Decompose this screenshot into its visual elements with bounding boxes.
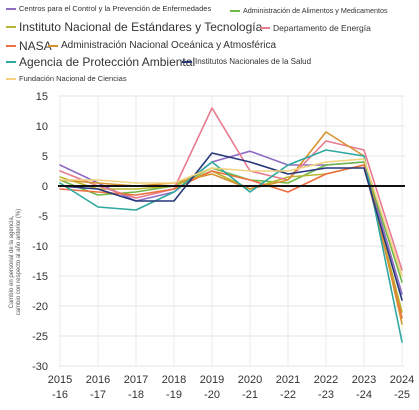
legend-label-nasa: NASA (19, 39, 52, 53)
y-tick-label-1: 10 (36, 121, 48, 133)
legend-item-nih: Institutos Nacionales de la Salud (182, 58, 311, 66)
y-tick-label-2: 5 (42, 151, 48, 163)
x-tick-label-9-suffix: -25 (394, 389, 410, 401)
legend-swatch-nist (6, 26, 16, 28)
gridlines (58, 95, 405, 367)
x-tick-label-5-suffix: -21 (242, 389, 258, 401)
x-tick-label-4-year: 2019 (200, 374, 224, 386)
x-tick-label-7-suffix: -23 (318, 389, 334, 401)
x-tick-label-6-year: 2021 (276, 374, 300, 386)
y-axis-ticks: 15 10 5 0 -5 -10 -15 -20 -25 -30 (32, 91, 48, 373)
legend-swatch-fda (230, 9, 240, 12)
x-tick-label-4-suffix: -20 (204, 389, 220, 401)
x-tick-label-5-year: 2020 (238, 374, 262, 386)
y-tick-label-0: 15 (36, 91, 48, 103)
x-tick-label-8-year: 2023 (352, 374, 376, 386)
legend-label-nist: Instituto Nacional de Estándares y Tecno… (19, 20, 263, 34)
series-line-4 (59, 164, 403, 319)
series-line-3 (59, 107, 403, 271)
legend-item-nist: Instituto Nacional de Estándares y Tecno… (6, 21, 262, 33)
legend-item-nsf: Fundación Nacional de Ciencias (6, 75, 127, 83)
series-line-5 (59, 131, 403, 325)
y-tick-label-6: -15 (32, 271, 48, 283)
x-tick-label-2-suffix: -18 (128, 389, 144, 401)
x-tick-label-1-suffix: -17 (90, 389, 106, 401)
legend-swatch-nih (182, 61, 192, 63)
series-line-2 (59, 164, 403, 313)
x-tick-label-7-year: 2022 (314, 374, 338, 386)
legend-swatch-nsf (6, 77, 16, 80)
legend-item-fda: Administración de Alimentos y Medicament… (230, 7, 388, 14)
legend-item-nasa: NASA (6, 40, 52, 52)
y-axis-label: Cambio en personal de la agencia, cambio… (9, 209, 22, 315)
x-tick-label-0-suffix: -16 (52, 389, 68, 401)
y-tick-label-7: -20 (32, 301, 48, 313)
legend-swatch-cdc (6, 7, 16, 10)
y-tick-label-4: -5 (38, 211, 48, 223)
legend-label-nih: Institutos Nacionales de la Salud (195, 57, 312, 66)
legend-item-doe: Departamento de Energía (260, 24, 371, 33)
legend-label-cdc: Centros para el Control y la Prevención … (19, 4, 212, 13)
legend-label-fda: Administración de Alimentos y Medicament… (243, 6, 388, 15)
y-axis-label-line-1: Cambio en personal de la agencia, (9, 215, 15, 308)
legend-item-noaa: Administración Nacional Oceánica y Atmos… (48, 41, 276, 51)
y-tick-label-5: -10 (32, 241, 48, 253)
y-axis-label-line-2: cambio con respecto al año anterior (%) (16, 209, 22, 315)
legend-swatch-nasa (6, 45, 16, 47)
legend-swatch-epa (6, 61, 16, 63)
y-tick-label-3: 0 (42, 181, 48, 193)
series-line-0 (59, 150, 403, 295)
legend-item-cdc: Centros para el Control y la Prevención … (6, 5, 211, 13)
series-line-7 (59, 152, 403, 301)
x-axis-ticks: 2015 -16 2016 -17 2017 -18 2018 -19 2019 -20 2020 -… (48, 374, 414, 401)
y-tick-label-9: -30 (32, 361, 48, 373)
legend-label-noaa: Administración Nacional Oceánica y Atmos… (61, 40, 277, 51)
x-tick-label-6-suffix: -22 (280, 389, 296, 401)
legend-label-epa: Agencia de Protección Ambiental (19, 55, 196, 69)
x-tick-label-3-year: 2018 (162, 374, 186, 386)
legend-swatch-noaa (48, 45, 58, 47)
series-line-6 (59, 149, 403, 343)
x-tick-label-1-year: 2016 (86, 374, 110, 386)
x-tick-label-0-year: 2015 (48, 374, 72, 386)
legend-label-doe: Departamento de Energía (273, 23, 371, 33)
x-tick-label-2-year: 2017 (124, 374, 148, 386)
x-tick-label-9-year: 2024 (390, 374, 414, 386)
legend: Centros para el Control y la Prevención … (0, 0, 419, 92)
x-tick-label-8-suffix: -24 (356, 389, 372, 401)
series-line-8 (59, 158, 403, 277)
x-tick-label-3-suffix: -19 (166, 389, 182, 401)
legend-label-nsf: Fundación Nacional de Ciencias (19, 74, 127, 83)
series-lines (59, 107, 403, 343)
legend-item-epa: Agencia de Protección Ambiental (6, 56, 195, 68)
y-tick-label-8: -25 (32, 331, 48, 343)
legend-swatch-doe (260, 27, 270, 30)
